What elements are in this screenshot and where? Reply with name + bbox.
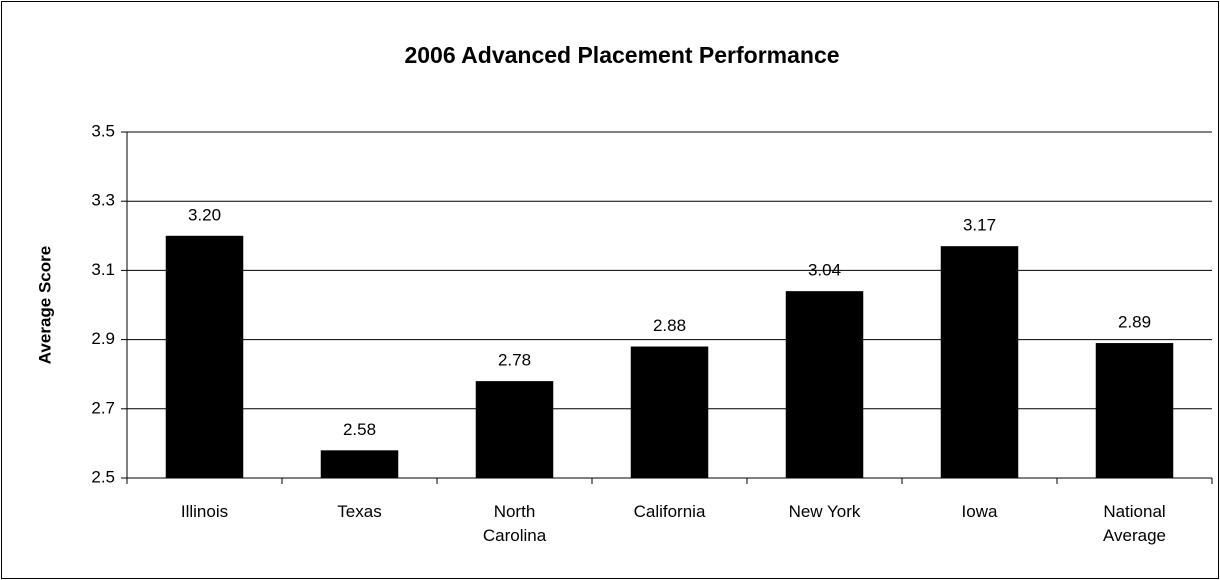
- data-label: 3.17: [963, 216, 996, 235]
- y-tick-label: 3.1: [91, 260, 115, 279]
- data-label: 3.20: [188, 205, 221, 224]
- x-tick-label: California: [633, 502, 706, 521]
- y-tick-label: 2.9: [91, 329, 115, 348]
- x-tick-label: Iowa: [961, 502, 998, 521]
- data-label: 2.78: [498, 351, 531, 370]
- data-label: 2.88: [653, 316, 686, 335]
- y-tick-label: 2.5: [91, 467, 115, 486]
- bar: [940, 246, 1019, 478]
- bar: [320, 450, 399, 478]
- data-label: 2.58: [343, 420, 376, 439]
- x-tick-label: North Carolina: [482, 502, 547, 545]
- data-label: 3.04: [808, 261, 841, 280]
- y-tick-label: 3.3: [91, 191, 115, 210]
- x-tick-label: New York: [788, 502, 861, 521]
- x-tick-label: National Average: [1102, 502, 1166, 545]
- data-label: 2.89: [1118, 313, 1151, 332]
- bar: [785, 291, 864, 478]
- bar: [1095, 343, 1174, 478]
- bar: [165, 235, 244, 478]
- y-tick-label: 3.5: [91, 121, 115, 140]
- x-tick-label: Texas: [337, 502, 382, 521]
- chart-title: 2006 Advanced Placement Performance: [404, 42, 839, 68]
- bar: [475, 381, 554, 478]
- y-axis-label: Average Score: [35, 246, 54, 364]
- y-tick-label: 2.7: [91, 398, 115, 417]
- bar: [630, 346, 709, 478]
- x-tick-label: Illinois: [180, 502, 229, 521]
